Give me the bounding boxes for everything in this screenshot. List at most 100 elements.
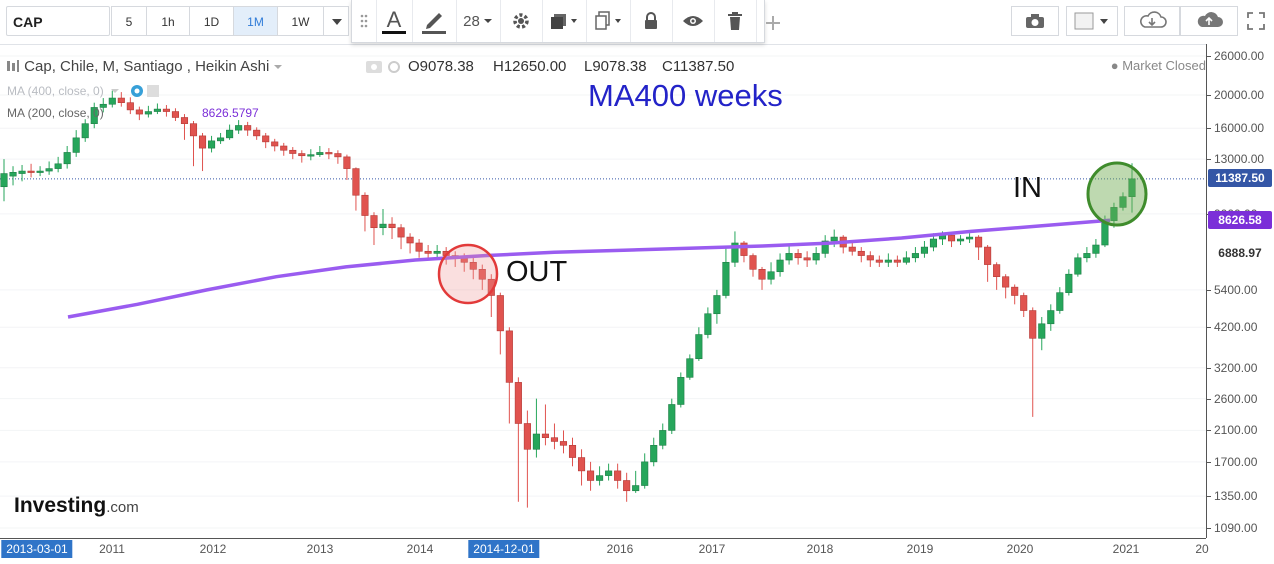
candle-up <box>307 154 315 157</box>
candle-up <box>433 250 441 254</box>
candle-down <box>559 441 568 446</box>
candle-down <box>857 250 865 256</box>
candle-down <box>280 145 288 151</box>
candle-up <box>9 172 17 177</box>
y-tick-label: 20000.00 <box>1214 88 1265 103</box>
legend-title[interactable]: Cap, Chile, M, Santiago , Heikin Ashi <box>6 58 283 75</box>
y-tick-label: 16000.00 <box>1214 121 1265 136</box>
candle-up <box>686 358 694 378</box>
candle-down <box>568 445 577 458</box>
timeframe-1w[interactable]: 1W <box>277 6 324 36</box>
color-picker-button[interactable] <box>1066 6 1118 36</box>
ma400-legend[interactable]: MA (400, close, 0) <box>7 84 167 98</box>
gear-icon[interactable] <box>500 0 543 42</box>
candle-up <box>632 485 640 492</box>
legend-caret-icon[interactable] <box>273 63 283 71</box>
investing-logo: Investing.com <box>14 494 139 518</box>
candle-down <box>325 152 333 155</box>
text-color-icon[interactable]: A <box>376 0 413 42</box>
layers-icon[interactable] <box>542 0 587 42</box>
legend-symbol-title: Cap, Chile, M, Santiago , Heikin Ashi <box>24 58 270 75</box>
clone-icon[interactable] <box>586 0 631 42</box>
candle-down <box>289 149 297 154</box>
candle-up <box>785 253 793 261</box>
market-status: ● Market Closed <box>1110 58 1206 73</box>
candle-up <box>153 108 161 112</box>
legend-settings-icon[interactable] <box>366 60 402 79</box>
ma400-controls-icon[interactable] <box>107 84 167 98</box>
y-tick <box>1207 398 1211 400</box>
timeframe-1d[interactable]: 1D <box>189 6 234 36</box>
legend-close: C11387.50 <box>662 58 735 75</box>
level-price-tag: 6888.97 <box>1208 244 1272 262</box>
ma400-line <box>67 218 1111 319</box>
price-chart[interactable] <box>0 44 1206 538</box>
y-tick <box>1207 367 1211 369</box>
annotation-out[interactable]: OUT <box>506 256 568 288</box>
ma-price-tag: 8626.58 <box>1208 211 1272 229</box>
candle-up <box>722 261 730 296</box>
y-tick-label: 2600.00 <box>1214 391 1258 406</box>
candle-up <box>1119 196 1127 208</box>
candle-up <box>911 253 919 259</box>
pencil-icon[interactable] <box>412 0 457 42</box>
candle-up <box>668 404 676 431</box>
trash-icon[interactable] <box>714 0 757 42</box>
x-tick-2018: 2018 <box>806 542 834 556</box>
candle-down <box>514 382 522 424</box>
annotation-ma-title[interactable]: MA400 weeks <box>588 78 783 113</box>
candle-up <box>776 259 784 273</box>
font-size-select[interactable]: 28 <box>456 0 501 42</box>
y-tick <box>1207 159 1211 161</box>
ma200-legend[interactable]: MA (200, close, 0) <box>7 106 104 120</box>
camera-icon[interactable] <box>1011 6 1059 36</box>
brand-name: Investing <box>14 494 107 517</box>
timeframe-1h[interactable]: 1h <box>146 6 190 36</box>
time-axis[interactable]: 2011 2012 2013 2014 2016 2017 2018 2019 … <box>0 538 1209 564</box>
candle-up <box>767 271 775 280</box>
symbol-input[interactable]: CAP <box>6 6 110 36</box>
candle-down <box>298 153 306 157</box>
candle-up <box>226 129 234 139</box>
legend-low: L9078.38 <box>584 58 647 75</box>
eye-icon[interactable] <box>672 0 715 42</box>
candle-up <box>99 103 107 108</box>
lock-icon[interactable] <box>630 0 673 42</box>
timeframe-1m[interactable]: 1M <box>233 6 278 36</box>
add-icon[interactable] <box>764 14 784 34</box>
x-tick-2014: 2014 <box>406 542 434 556</box>
y-tick <box>1207 430 1211 432</box>
timeframe-5[interactable]: 5 <box>111 6 147 36</box>
y-tick <box>1207 95 1211 97</box>
candle-up <box>920 246 928 254</box>
candle-up <box>235 125 243 131</box>
candle-down <box>875 259 883 263</box>
candle-down <box>1002 276 1010 288</box>
cloud-download-icon[interactable] <box>1124 6 1180 36</box>
candle-down <box>758 269 766 280</box>
annotation-in[interactable]: IN <box>1013 172 1042 204</box>
candle-up <box>641 461 649 486</box>
x-tick-2021: 2021 <box>1112 542 1140 556</box>
candle-up <box>144 111 152 115</box>
candle-down <box>478 269 486 280</box>
fullscreen-icon[interactable] <box>1240 6 1272 36</box>
candle-down <box>370 215 378 229</box>
candle-up <box>1038 323 1046 339</box>
price-axis[interactable]: 26000.0020000.0016000.0013000.009000.005… <box>1206 44 1274 538</box>
candle-up <box>1047 310 1055 325</box>
drag-handle-icon[interactable] <box>352 0 377 42</box>
candle-up <box>54 163 62 169</box>
cloud-upload-icon[interactable] <box>1180 6 1238 36</box>
candles <box>0 90 1136 508</box>
candle-up <box>929 238 938 248</box>
candle-up <box>902 257 910 263</box>
candle-up <box>1128 178 1136 198</box>
candle-up <box>217 137 225 142</box>
timeframe-dropdown-icon[interactable] <box>323 6 349 36</box>
x-tick-clipped: 20 <box>1195 542 1209 556</box>
candle-up <box>45 168 53 172</box>
y-tick-label: 2100.00 <box>1214 423 1258 438</box>
ma200-legend-text: MA (200, close, 0) <box>7 106 104 120</box>
last-price-tag: 11387.50 <box>1208 169 1272 187</box>
